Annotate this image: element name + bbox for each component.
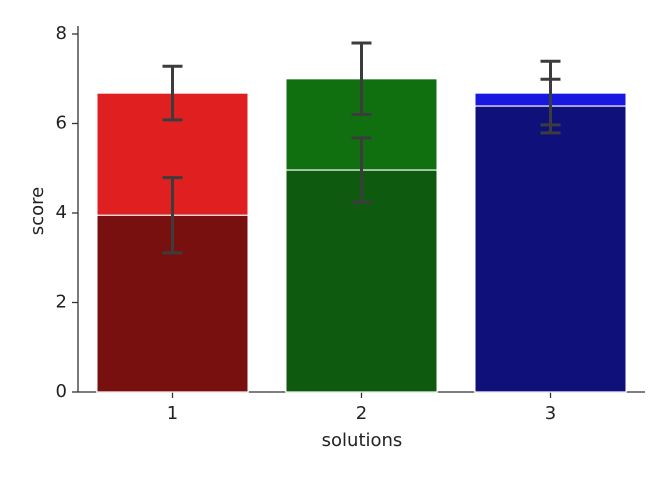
x-tick-label: 1 [167,403,178,424]
x-axis-label: solutions [322,430,403,451]
bar [474,105,627,393]
y-tick-label: 8 [56,23,67,44]
y-tick-label: 6 [56,113,67,134]
y-tick-label: 4 [56,202,67,223]
y-tick-label: 2 [56,292,67,313]
y-axis-label: score [27,187,48,235]
bar [285,169,438,393]
x-tick-label: 3 [545,403,556,424]
y-tick-label: 0 [56,381,67,402]
x-tick-label: 2 [356,403,367,424]
